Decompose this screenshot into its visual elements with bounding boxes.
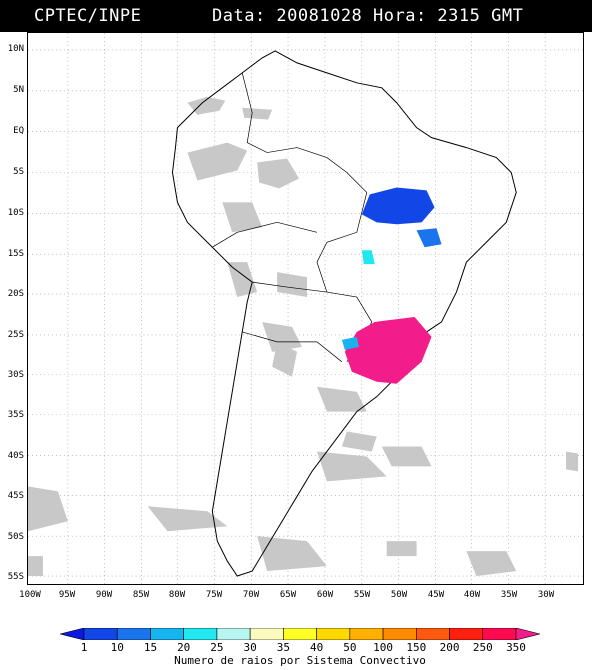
lon-label: 35W — [500, 590, 518, 600]
scale-swatch — [216, 628, 251, 640]
scale-swatch — [150, 628, 184, 640]
scale-value-label: 30 — [243, 641, 257, 654]
scale-title: Numero de raios por Sistema Convectivo — [174, 654, 426, 667]
lat-label: 20S — [7, 289, 24, 299]
scale-value-label: 25 — [210, 641, 224, 654]
title-bar: CPTEC/INPE Data: 20081028 Hora: 2315 GMT — [0, 0, 592, 32]
scale-value-label: 100 — [373, 641, 393, 654]
lon-label: 30W — [537, 590, 555, 600]
lon-label: 95W — [58, 590, 76, 600]
lon-label: 70W — [242, 590, 260, 600]
cloud-cover — [28, 96, 579, 577]
scale-swatch — [316, 628, 351, 640]
scale-value-label: 50 — [343, 641, 357, 654]
lon-label: 50W — [390, 590, 408, 600]
scale-value-label: 20 — [177, 641, 191, 654]
lat-label: 45S — [7, 491, 24, 501]
lat-label: 10N — [7, 44, 24, 54]
storm-systems — [341, 187, 442, 384]
lon-label: 90W — [95, 590, 113, 600]
scale-swatch — [416, 628, 450, 640]
scale-swatch — [349, 628, 384, 640]
lat-label: 30S — [7, 370, 24, 380]
scale-arrow-right — [515, 628, 540, 640]
datetime-label: Data: 20081028 Hora: 2315 GMT — [212, 6, 524, 26]
scale-value-label: 15 — [143, 641, 158, 654]
lat-label: 25S — [7, 330, 24, 340]
lat-label: 35S — [7, 410, 24, 420]
lon-label: 45W — [427, 590, 445, 600]
scale-value-label: 200 — [439, 641, 460, 654]
scale-value-label: 150 — [406, 641, 427, 654]
scale-value-label: 250 — [472, 641, 493, 654]
scale-value-label: 40 — [309, 641, 324, 654]
scale-arrow-left — [60, 628, 85, 640]
lon-label: 55W — [353, 590, 371, 600]
lat-label: 10S — [7, 208, 24, 218]
storm-small-cyan — [361, 250, 375, 265]
lat-label: 15S — [7, 249, 24, 259]
lat-label: 5N — [13, 85, 24, 95]
lon-label: 60W — [316, 590, 334, 600]
scale-value-label: 1 — [80, 641, 88, 654]
scale-swatch — [249, 628, 284, 640]
storm-north-brazil — [361, 187, 435, 225]
color-scale — [60, 628, 540, 640]
scale-swatch — [482, 628, 517, 640]
scale-swatch — [183, 628, 218, 640]
storm-central-brazil — [416, 228, 442, 248]
lat-label: 40S — [7, 451, 24, 461]
scale-swatch — [382, 628, 417, 640]
source-label: CPTEC/INPE — [34, 6, 142, 26]
scale-value-label: 350 — [506, 641, 526, 654]
map-panel — [27, 32, 584, 585]
scale-swatch — [449, 628, 484, 640]
lon-label: 65W — [279, 590, 297, 600]
scale-value-label: 10 — [110, 641, 124, 654]
lat-label: EQ — [13, 126, 24, 136]
grid — [28, 33, 583, 584]
lon-label: 40W — [463, 590, 481, 600]
storm-south-brazil — [344, 316, 432, 384]
lon-label: 75W — [205, 590, 223, 600]
lat-label: 55S — [7, 572, 24, 582]
scale-value-label: 35 — [276, 641, 290, 654]
scale-swatch — [83, 628, 118, 640]
scale-swatch — [283, 628, 317, 640]
lon-label: 100W — [19, 590, 41, 600]
lat-label: 50S — [7, 532, 24, 542]
storm-paraguay-edge — [341, 336, 359, 350]
lat-label: 5S — [13, 167, 24, 177]
scale-swatch — [116, 628, 151, 640]
lon-label: 85W — [132, 590, 150, 600]
lon-label: 80W — [168, 590, 186, 600]
coastline — [171, 50, 517, 577]
